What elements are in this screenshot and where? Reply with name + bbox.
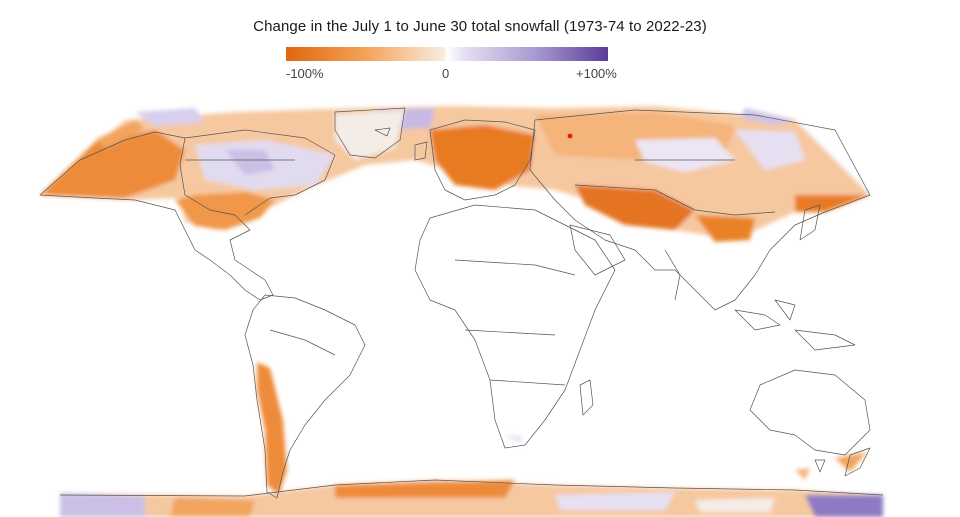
legend-max-label: +100% <box>576 66 617 81</box>
legend-gradient-bar <box>286 47 608 61</box>
world-map-svg <box>39 106 884 517</box>
color-legend: -100% 0 +100% <box>286 47 617 87</box>
map-title: Change in the July 1 to June 30 total sn… <box>253 18 707 35</box>
land-borders <box>39 107 884 499</box>
location-marker <box>567 133 573 139</box>
northern-snow-field <box>40 106 870 242</box>
legend-mid-label: 0 <box>442 66 450 81</box>
world-map <box>35 100 895 517</box>
legend-min-label: -100% <box>286 66 324 81</box>
southern-snow-field <box>60 362 883 517</box>
